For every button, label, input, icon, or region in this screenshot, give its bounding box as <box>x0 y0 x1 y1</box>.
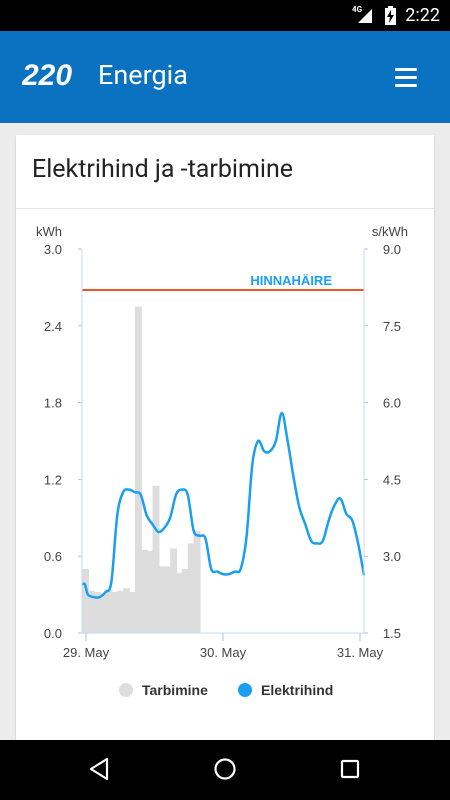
legend-marker-tarbimine <box>119 683 133 697</box>
left-axis-tick-label: 2.4 <box>44 319 62 334</box>
left-axis-tick-label: 1.8 <box>44 396 62 411</box>
right-axis-tick-label: 9.0 <box>383 242 401 257</box>
navigation-bar <box>0 740 450 800</box>
consumption-bar <box>129 592 136 633</box>
price-line <box>81 411 366 599</box>
consumption-bar <box>187 543 195 633</box>
consumption-bar <box>193 530 201 633</box>
logo: 220 <box>22 59 72 92</box>
right-axis-unit: s/kWh <box>372 224 408 239</box>
chart-card: Elektrihind ja -tarbimine kWh s/kWh HINN… <box>16 135 434 740</box>
legend-label-elektrihind: Elektrihind <box>261 682 333 698</box>
network-type: 4G <box>352 5 363 14</box>
card-title: Elektrihind ja -tarbimine <box>32 155 294 184</box>
price-threshold: HINNAHÄIRE <box>82 273 364 291</box>
right-axis-tick-label: 4.5 <box>383 472 401 487</box>
consumption-bar <box>93 592 101 633</box>
consumption-bar <box>99 593 107 633</box>
left-axis-tick-label: 1.2 <box>44 472 62 487</box>
chart: kWh s/kWh HINNAHÄIRE 3.0 2.4 1.8 1.2 0.6 0.0 9… <box>36 224 408 698</box>
consumption-bar <box>158 566 166 633</box>
consumption-bar <box>140 549 148 633</box>
price-line-path <box>81 411 366 599</box>
battery-charging-icon <box>385 6 396 25</box>
signal-icon <box>358 9 372 23</box>
left-axis-tick-label: 3.0 <box>44 242 62 257</box>
hamburger-menu-icon[interactable] <box>395 68 417 88</box>
back-icon[interactable] <box>88 757 110 781</box>
consumption-bar <box>82 569 89 633</box>
consumption-bar <box>117 590 125 633</box>
left-axis-tick-label: 0.0 <box>44 626 62 641</box>
consumption-bar <box>111 592 119 633</box>
home-icon[interactable] <box>213 757 237 781</box>
legend-marker-elektrihind <box>238 683 252 697</box>
consumption-bar <box>170 548 178 633</box>
right-axis-tick-label: 3.0 <box>383 549 401 564</box>
left-axis-unit: kWh <box>36 224 62 239</box>
right-axis-tick-label: 7.5 <box>383 319 401 334</box>
consumption-bar <box>105 589 113 633</box>
left-axis-tick-label: 0.6 <box>44 549 62 564</box>
consumption-bar <box>134 306 142 633</box>
logo-text: 220 <box>22 59 72 92</box>
consumption-bar <box>176 572 183 633</box>
consumption-bars <box>82 306 201 633</box>
right-axis-tick-label: 1.5 <box>383 626 401 641</box>
legend-label-tarbimine: Tarbimine <box>142 682 208 698</box>
consumption-bar <box>87 590 95 633</box>
x-axis-tick-label: 30. May <box>200 645 247 660</box>
consumption-bar <box>164 566 172 633</box>
clock: 2:22 <box>405 5 440 26</box>
card-divider <box>16 208 434 209</box>
consumption-bar <box>152 485 160 633</box>
app-bar: 220 Energia <box>0 31 450 123</box>
status-bar: 4G 2:22 <box>0 0 450 31</box>
recents-icon[interactable] <box>339 757 361 781</box>
consumption-bar <box>123 588 131 633</box>
right-axis-tick-label: 6.0 <box>383 396 401 411</box>
app-title: Energia <box>98 59 188 91</box>
consumption-bar <box>146 551 154 633</box>
x-axis-tick-label: 29. May <box>63 645 110 660</box>
chart-axes: 3.0 2.4 1.8 1.2 0.6 0.0 9.0 7.5 6.0 4.5 3.0 1.5 29. … <box>44 242 401 660</box>
threshold-label: HINNAHÄIRE <box>250 273 332 288</box>
consumption-bar <box>181 569 189 633</box>
x-axis-tick-label: 31. May <box>337 645 384 660</box>
legend[interactable]: Tarbimine Elektrihind <box>119 682 333 698</box>
